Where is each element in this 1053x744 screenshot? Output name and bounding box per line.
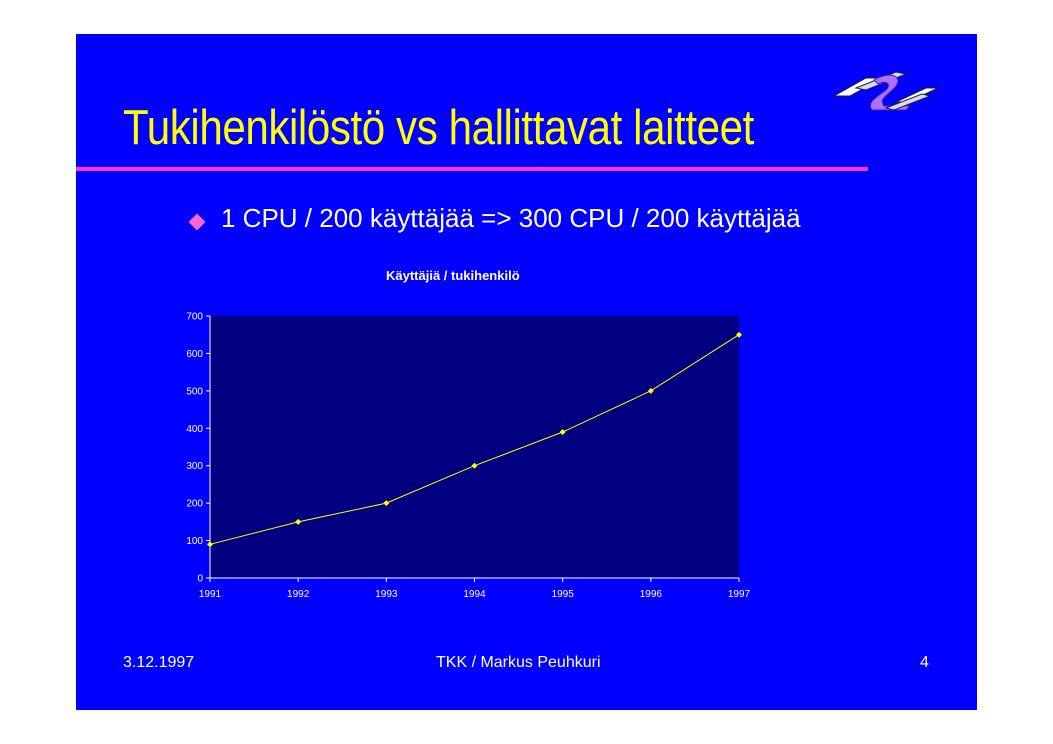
logo-icon [832,71,939,111]
title-rule [76,167,868,171]
line-chart: 0 100 200 300 400 500 600 700 1991 1992 1993 1994 19… [186,312,751,601]
x-tick-label: 1996 [640,589,663,600]
y-tick-label: 700 [186,312,203,323]
y-tick-label: 200 [186,499,203,510]
data-point [471,462,478,469]
footer-page-number: 4 [920,654,929,671]
plot-area [210,316,739,578]
y-tick-label: 300 [186,461,203,472]
x-tick-label: 1992 [287,589,310,600]
bullet-text: 1 CPU / 200 käyttäjää => 300 CPU / 200 k… [221,203,801,233]
data-point [207,541,213,548]
slide: Tukihenkilöstö vs hallittavat laitteet 1… [76,34,977,710]
data-point [295,518,302,525]
chart-title: Käyttäjiä / tukihenkilö [386,268,520,283]
y-tick-label: 0 [197,574,203,585]
y-tick-label: 400 [186,424,203,435]
x-tick-label: 1993 [375,589,398,600]
footer-date: 3.12.1997 [123,654,195,671]
x-tick-label: 1997 [728,589,751,600]
y-tick-label: 600 [186,349,203,360]
slide-title: Tukihenkilöstö vs hallittavat laitteet [123,101,754,155]
data-point [736,331,742,338]
data-point [647,387,654,394]
y-tick-label: 500 [186,386,203,397]
y-tick-label: 100 [186,536,203,547]
bullet-diamond-icon [188,213,206,231]
footer-author: TKK / Markus Peuhkuri [436,654,601,671]
x-tick-label: 1995 [552,589,575,600]
data-point [559,429,566,436]
x-tick-label: 1991 [199,589,222,600]
x-tick-label: 1994 [463,589,486,600]
data-point [383,500,390,507]
